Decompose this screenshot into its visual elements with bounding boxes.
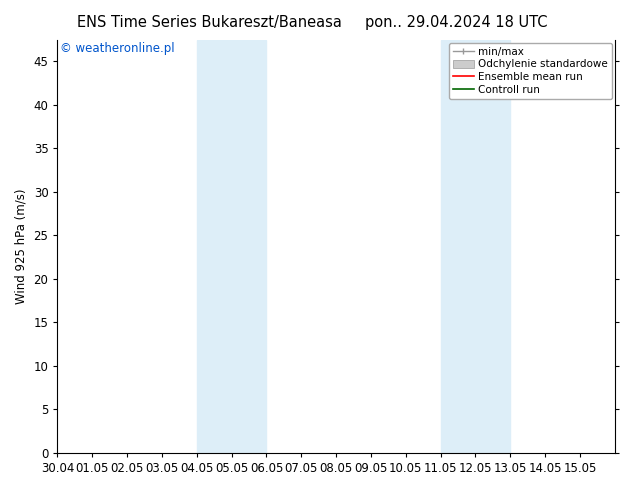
Text: pon.. 29.04.2024 18 UTC: pon.. 29.04.2024 18 UTC xyxy=(365,15,548,30)
Y-axis label: Wind 925 hPa (m/s): Wind 925 hPa (m/s) xyxy=(15,189,28,304)
Text: © weatheronline.pl: © weatheronline.pl xyxy=(60,42,175,54)
Bar xyxy=(197,40,266,453)
Legend: min/max, Odchylenie standardowe, Ensemble mean run, Controll run: min/max, Odchylenie standardowe, Ensembl… xyxy=(449,43,612,99)
Bar xyxy=(441,40,510,453)
Text: ENS Time Series Bukareszt/Baneasa: ENS Time Series Bukareszt/Baneasa xyxy=(77,15,342,30)
